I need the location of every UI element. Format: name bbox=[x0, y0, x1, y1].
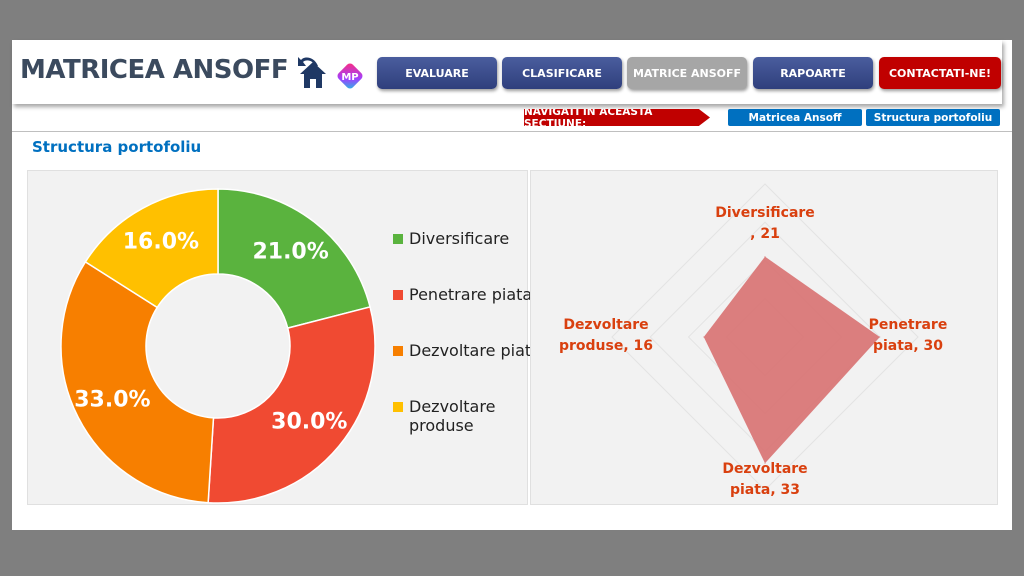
nav-button-contactati-ne[interactable]: CONTACTATI-NE! bbox=[879, 57, 1001, 89]
radar-gridline bbox=[611, 183, 919, 491]
legend-item: Diversificare bbox=[393, 229, 553, 248]
section-link-structura-portofoliu[interactable]: Structura portofoliu bbox=[866, 109, 1000, 126]
legend-label: Dezvoltare piata bbox=[409, 341, 541, 360]
donut-data-label: 21.0% bbox=[252, 239, 329, 265]
donut-slice bbox=[207, 306, 376, 504]
radar-data-label: Penetrare piata, 30 bbox=[869, 315, 948, 357]
radar-label-line: Dezvoltare bbox=[563, 317, 649, 333]
donut-slice bbox=[217, 188, 371, 330]
legend-label: Penetrare piata bbox=[409, 285, 533, 304]
radar-area bbox=[703, 256, 880, 464]
radar-label-line: produse, 16 bbox=[558, 338, 654, 354]
legend-swatch bbox=[393, 234, 403, 244]
donut-slice bbox=[84, 188, 219, 309]
legend-item: Dezvoltare produse bbox=[393, 397, 496, 435]
radar-label-line: Dezvoltare bbox=[722, 461, 808, 477]
section-nav-label: NAVIGATI IN ACEASTA SECTIUNE: bbox=[524, 109, 710, 126]
svg-text:MP: MP bbox=[341, 72, 358, 83]
donut-data-label: 16.0% bbox=[122, 229, 200, 255]
nav-button-rapoarte[interactable]: RAPOARTE bbox=[753, 57, 873, 89]
section-link-matricea-ansoff[interactable]: Matricea Ansoff bbox=[728, 109, 862, 126]
legend-swatch bbox=[393, 346, 403, 356]
legend-swatch bbox=[393, 402, 403, 412]
donut-chart: 21.0% 30.0% 33.0% 16.0% Diversificare Penetr… bbox=[27, 170, 541, 505]
radar-point bbox=[764, 256, 766, 258]
radar-point bbox=[879, 336, 881, 338]
donut-slice bbox=[60, 260, 215, 504]
legend-item: Dezvoltare piata bbox=[393, 341, 553, 360]
radar-label-line: , 21 bbox=[750, 226, 780, 242]
home-back-icon[interactable] bbox=[296, 54, 330, 90]
mp-logo[interactable]: MP bbox=[336, 62, 364, 90]
divider bbox=[12, 131, 1012, 132]
radar-label-line: Penetrare bbox=[868, 317, 948, 333]
donut-svg bbox=[60, 188, 376, 504]
legend-label: Diversificare bbox=[409, 229, 510, 248]
radar-data-label: Diversificare , 21 bbox=[715, 203, 815, 245]
radar-svg bbox=[611, 183, 919, 491]
donut-data-label: 30.0% bbox=[271, 409, 348, 435]
radar-point bbox=[703, 336, 705, 338]
dashboard-sheet: MATRICEA ANSOFF MP EVALUARE CLASIFICARE … bbox=[12, 40, 1012, 530]
radar-point bbox=[764, 462, 766, 464]
donut-data-label: 33.0% bbox=[74, 387, 151, 413]
nav-button-matrice-ansoff[interactable]: MATRICE ANSOFF bbox=[627, 57, 747, 89]
legend-swatch bbox=[393, 290, 403, 300]
radar-data-label: Dezvoltare piata, 33 bbox=[722, 459, 807, 501]
page-title: MATRICEA ANSOFF bbox=[20, 55, 289, 85]
radar-data-label: Dezvoltare produse, 16 bbox=[559, 315, 653, 357]
nav-button-clasificare[interactable]: CLASIFICARE bbox=[502, 57, 622, 89]
legend-item: Penetrare piata bbox=[393, 285, 553, 304]
radar-chart: Diversificare , 21 Penetrare piata, 30 Dezvo… bbox=[530, 170, 998, 505]
radar-label-line: Diversificare bbox=[715, 205, 815, 221]
radar-label-line: piata, 30 bbox=[872, 338, 944, 354]
nav-button-evaluare[interactable]: EVALUARE bbox=[377, 57, 497, 89]
header-bar: MATRICEA ANSOFF MP EVALUARE CLASIFICARE … bbox=[12, 40, 1002, 104]
legend-label: Dezvoltare produse bbox=[409, 397, 496, 435]
section-title: Structura portofoliu bbox=[32, 138, 202, 156]
radar-label-line: piata, 33 bbox=[729, 482, 801, 498]
